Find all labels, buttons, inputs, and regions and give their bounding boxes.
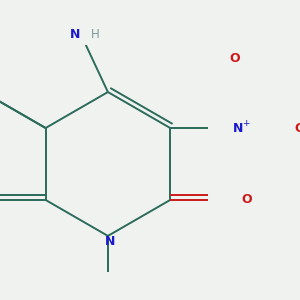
Text: N: N	[233, 122, 244, 134]
Text: O: O	[230, 52, 240, 65]
Text: N: N	[105, 235, 115, 248]
Text: O: O	[294, 122, 300, 134]
Text: H: H	[91, 28, 99, 41]
Text: +: +	[242, 119, 249, 128]
Text: O: O	[242, 194, 252, 206]
Text: N: N	[70, 28, 80, 41]
